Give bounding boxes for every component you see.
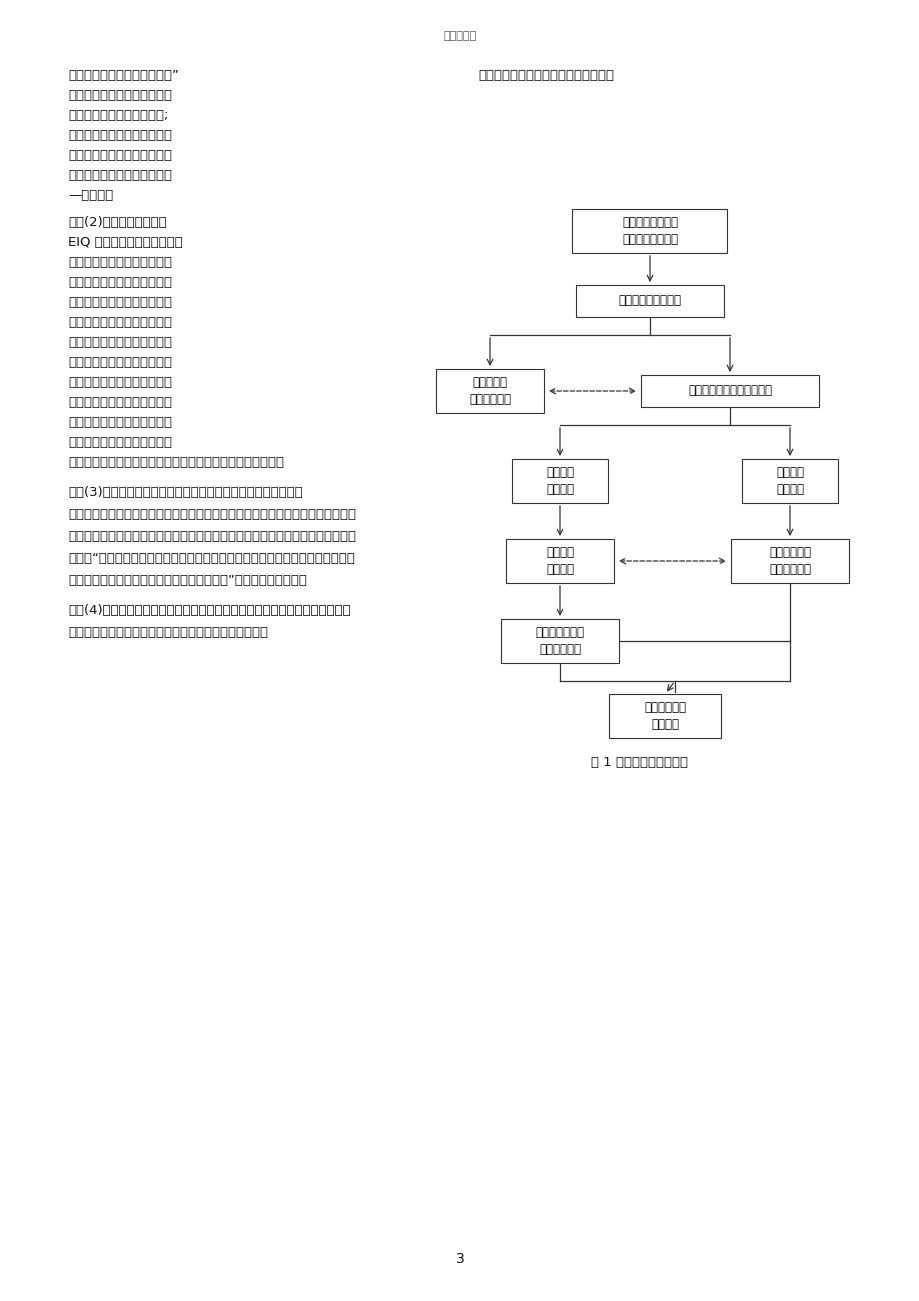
Text: 该作业模块的优化，再将其进: 该作业模块的优化，再将其进 — [68, 376, 172, 389]
FancyBboxPatch shape — [572, 209, 727, 252]
Text: 务的性质，建立了需求可分的行车路线模型和带时间窗的: 务的性质，建立了需求可分的行车路线模型和带时间窗的 — [68, 626, 267, 639]
Text: 之间的相对密切关系，根据集疏中心作业流程，设计各功能区间的物流动线形式，: 之间的相对密切关系，根据集疏中心作业流程，设计各功能区间的物流动线形式， — [68, 530, 356, 543]
Text: 疏中心进行功能分析，对作业: 疏中心进行功能分析，对作业 — [68, 297, 172, 310]
Text: EIQ 分析，采用最低成本时序: EIQ 分析，采用最低成本时序 — [68, 235, 183, 248]
Text: 提出了“将集疏中心功能区间相互关系与物流动线设计结合，确定物流功能区各区: 提出了“将集疏中心功能区间相互关系与物流动线设计结合，确定物流功能区各区 — [68, 552, 355, 565]
Text: 块化分析方法对集疏中心作业流程的设计优化具有参考价值。: 块化分析方法对集疏中心作业流程的设计优化具有参考价值。 — [68, 455, 284, 468]
Text: 区域集疏运
资源优化配置: 区域集疏运 资源优化配置 — [469, 376, 510, 406]
Text: —平　否。: —平 否。 — [68, 189, 113, 202]
Text: 基础设施
优化配置: 基础设施 优化配置 — [775, 466, 803, 496]
FancyBboxPatch shape — [501, 619, 618, 664]
Text: 图 1 研究的技术思想脉络: 图 1 研究的技术思想脉络 — [591, 756, 687, 769]
Text: 数为模型配备新型运力资源”: 数为模型配备新型运力资源” — [68, 69, 178, 82]
Text: 并优化依托企业的作业流程，: 并优化依托企业的作业流程， — [68, 150, 172, 163]
Text: 结构与资源配置的具体做法;: 结构与资源配置的具体做法; — [68, 109, 168, 122]
Text: (3)详细列出了适合集疏中心应用的设备明细及用途，给出了: (3)详细列出了适合集疏中心应用的设备明细及用途，给出了 — [68, 487, 302, 500]
Text: 运输线路选择及
车辆调度优化: 运输线路选择及 车辆调度优化 — [535, 626, 584, 656]
Text: 3: 3 — [455, 1252, 464, 1266]
Text: 行扩展到集疏中心其他作业流: 行扩展到集疏中心其他作业流 — [68, 396, 172, 409]
Text: 精品资料推: 精品资料推 — [443, 31, 476, 42]
Text: 设备选型与功
能区布局优化: 设备选型与功 能区布局优化 — [768, 546, 811, 576]
FancyBboxPatch shape — [505, 539, 613, 583]
FancyBboxPatch shape — [575, 285, 723, 317]
Text: (4)针对西部地区集疏中心业务现状，以运输车辆为研究对象，根据集疏任: (4)针对西部地区集疏中心业务现状，以运输车辆为研究对象，根据集疏任 — [68, 604, 350, 617]
Text: 集疏中心内部资源优化配置: 集疏中心内部资源优化配置 — [687, 385, 771, 398]
Text: 集疏运资源优化配置: 集疏运资源优化配置 — [618, 294, 681, 307]
Text: 规划方法制定合理的作业时序: 规划方法制定合理的作业时序 — [68, 256, 172, 269]
Text: 从微观层面利用仿真软件模拟: 从微观层面利用仿真软件模拟 — [68, 129, 172, 142]
Text: 作业流程
设计优化: 作业流程 设计优化 — [545, 546, 573, 576]
Text: (2)对集疏中心进行了: (2)对集疏中心进行了 — [68, 216, 166, 229]
Text: 流程具体作业模块的关键路径: 流程具体作业模块的关键路径 — [68, 316, 172, 329]
FancyBboxPatch shape — [436, 369, 543, 412]
FancyBboxPatch shape — [608, 693, 720, 738]
FancyBboxPatch shape — [641, 375, 818, 407]
FancyBboxPatch shape — [731, 539, 848, 583]
Text: 依托企业应用
频效评价: 依托企业应用 频效评价 — [643, 701, 686, 731]
Text: 进行确定，通过对关键路径的: 进行确定，通过对关键路径的 — [68, 336, 172, 349]
Text: 信息系统
开发应用: 信息系统 开发应用 — [545, 466, 573, 496]
Text: 表，提出模块化分析方法对集: 表，提出模块化分析方法对集 — [68, 276, 172, 289]
Text: 程模块，最终达到整个集疏中: 程模块，最终达到整个集疏中 — [68, 416, 172, 429]
Text: 物流设备选型的步骤与各类设备数量的计算方法。采用相互关系图分析各功能区块: 物流设备选型的步骤与各类设备数量的计算方法。采用相互关系图分析各功能区块 — [68, 507, 356, 520]
Text: 的集疏运资源优化配置的新思路，重点: 的集疏运资源优化配置的新思路，重点 — [478, 69, 613, 82]
Text: 仿真建模和优化，进而达到对: 仿真建模和优化，进而达到对 — [68, 356, 172, 369]
FancyBboxPatch shape — [512, 459, 607, 503]
FancyBboxPatch shape — [742, 459, 837, 503]
Text: 西部地区集疏运发
展现状及需求分析: 西部地区集疏运发 展现状及需求分析 — [621, 216, 677, 246]
Text: 块之间的相对位置，完成物流功能区布局规划”整体布局规划思路。: 块之间的相对位置，完成物流功能区布局规划”整体布局规划思路。 — [68, 574, 307, 587]
Text: 心作业流程的优化。提出的模: 心作业流程的优化。提出的模 — [68, 436, 172, 449]
Text: 探讨了道路货运市场优化产业: 探讨了道路货运市场优化产业 — [68, 88, 172, 101]
Text: 为企业内部资源配置提供示范: 为企业内部资源配置提供示范 — [68, 169, 172, 182]
